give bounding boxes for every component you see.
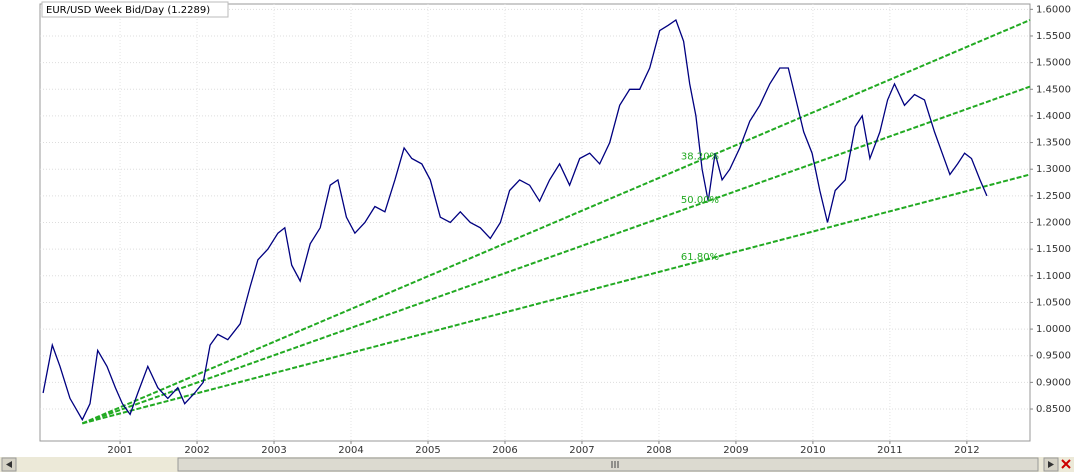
- close-icon[interactable]: [1061, 459, 1071, 469]
- x-tick-label: 2010: [800, 445, 825, 456]
- arrow-left: [6, 461, 12, 468]
- thumb-grip: [611, 461, 619, 468]
- y-tick-label: 0.9000: [1036, 377, 1071, 388]
- fan-line: [81, 19, 1031, 425]
- x-tick-label: 2007: [569, 445, 594, 456]
- x-tick-label: 2009: [723, 445, 748, 456]
- price-line: [42, 18, 988, 422]
- y-tick-label: 1.0500: [1036, 297, 1071, 308]
- y-tick-label: 1.1000: [1036, 271, 1071, 282]
- x-tick-label: 2012: [954, 445, 979, 456]
- x-tick-label: 2004: [338, 445, 363, 456]
- y-tick-label: 1.2500: [1036, 191, 1071, 202]
- fan-line: [82, 173, 1031, 425]
- chart-title: EUR/USD Week Bid/Day (1.2289): [46, 5, 210, 16]
- x-tick-label: 2011: [877, 445, 902, 456]
- fan-label: 61.80%: [681, 252, 719, 263]
- y-tick-label: 1.3500: [1036, 138, 1071, 149]
- x-tick-label: 2001: [107, 445, 132, 456]
- arrow-right: [1048, 461, 1054, 468]
- fan-label: 50.00%: [681, 195, 719, 206]
- x-tick-label: 2003: [261, 445, 286, 456]
- y-tick-label: 1.6000: [1036, 4, 1071, 15]
- x-tick-label: 2008: [646, 445, 671, 456]
- fan-label: 38.20%: [681, 151, 719, 162]
- y-tick-label: 1.5500: [1036, 31, 1071, 42]
- y-tick-label: 1.0000: [1036, 324, 1071, 335]
- grid: [40, 4, 1030, 441]
- x-tick-label: 2002: [184, 445, 209, 456]
- y-tick-label: 1.3000: [1036, 164, 1071, 175]
- y-tick-label: 1.1500: [1036, 244, 1071, 255]
- marks: [42, 18, 1031, 425]
- y-tick-label: 1.5000: [1036, 58, 1071, 69]
- x-tick-label: 2006: [492, 445, 517, 456]
- scroll-thumb[interactable]: [177, 457, 1039, 472]
- y-tick-label: 0.8500: [1036, 404, 1071, 415]
- x-tick-label: 2005: [415, 445, 440, 456]
- y-tick-label: 1.2000: [1036, 218, 1071, 229]
- y-tick-label: 1.4000: [1036, 111, 1071, 122]
- title-box: [41, 1, 229, 18]
- scrollbar[interactable]: [0, 457, 1074, 472]
- y-tick-label: 1.4500: [1036, 84, 1071, 95]
- y-tick-label: 0.9500: [1036, 351, 1071, 362]
